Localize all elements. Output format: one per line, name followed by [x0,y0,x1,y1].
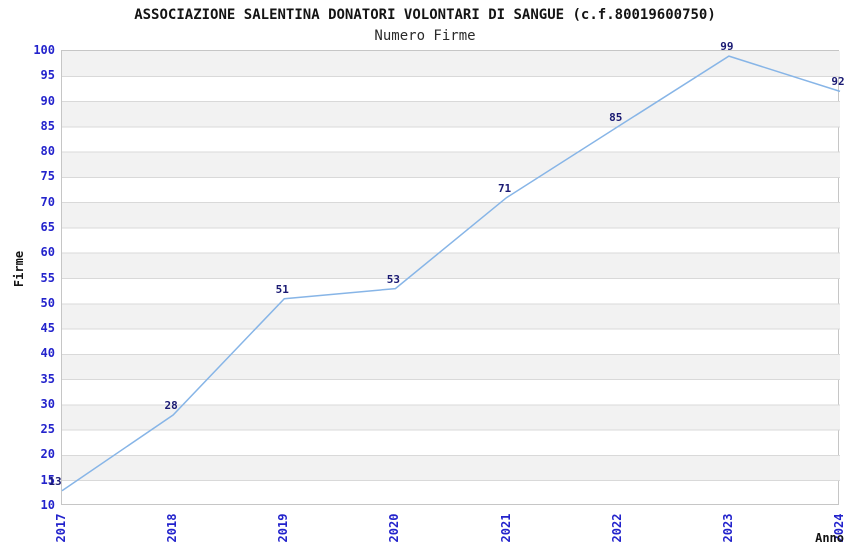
x-tick-label: 2018 [165,513,180,543]
value-label: 13 [48,474,62,488]
y-tick-label: 50 [40,295,55,310]
grid-band [62,455,840,481]
y-tick-label: 80 [40,144,55,159]
value-label: 92 [831,75,845,89]
x-tick-label: 2023 [720,513,735,543]
value-label: 51 [275,282,289,296]
y-axis-title: Firme [12,250,26,288]
y-tick-label: 70 [40,194,55,209]
chart-title: ASSOCIAZIONE SALENTINA DONATORI VOLONTAR… [134,7,716,23]
y-tick-label: 95 [40,68,55,83]
y-tick-label: 65 [40,219,55,234]
value-label: 53 [386,272,401,286]
y-tick-label: 35 [40,371,55,386]
grid-band [62,152,840,178]
x-axis-title: Anno [815,531,844,545]
y-tick-label: 20 [40,447,55,462]
grid-band [62,354,840,380]
x-tick-label: 2021 [498,513,513,543]
value-label: 99 [720,40,734,54]
line-chart-svg [61,51,841,492]
grid-band [62,51,840,77]
plot-area [61,50,841,505]
x-tick-label: 2017 [54,513,68,543]
value-label: 71 [497,181,512,195]
y-tick-label: 40 [40,346,55,361]
y-tick-label: 60 [40,245,55,260]
x-tick-label: 2019 [276,513,291,543]
grid-band [62,202,840,228]
y-tick-label: 75 [40,169,55,184]
y-tick-label: 100 [33,43,55,57]
grid-band [62,101,840,127]
value-label: 85 [609,110,623,124]
x-tick-label: 2022 [609,513,624,543]
data-series-line [61,55,841,492]
value-label: 28 [164,399,178,412]
y-tick-label: 85 [40,118,55,133]
grid-band [62,404,840,431]
y-tick-label: 90 [40,93,55,108]
y-tick-label: 45 [40,321,55,336]
grid-band [62,253,840,279]
y-tick-label: 30 [40,396,55,411]
y-tick-label: 55 [40,270,55,285]
y-tick-label: 25 [40,422,55,437]
grid-band [62,303,840,330]
y-tick-label: 15 [40,472,55,487]
chart-subtitle: Numero Firme [374,28,476,44]
x-tick-label: 2020 [387,513,402,543]
y-tick-label: 10 [40,498,55,512]
